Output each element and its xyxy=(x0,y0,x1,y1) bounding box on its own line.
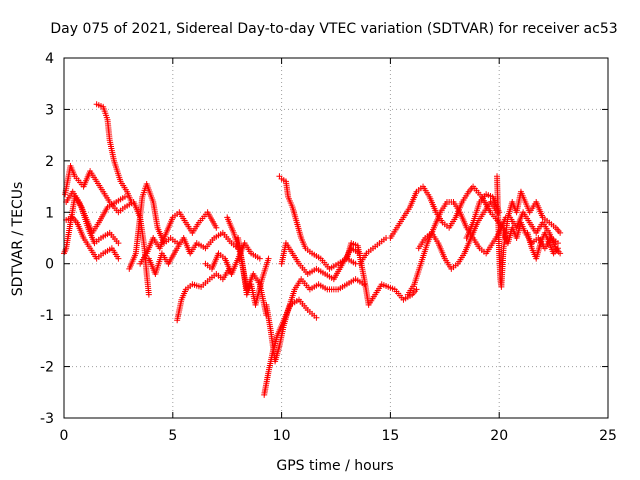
x-tick-label: 25 xyxy=(599,428,617,444)
series-track xyxy=(174,265,233,324)
y-tick-labels: -3 -2 -1 0 1 2 3 4 xyxy=(40,51,54,427)
x-axis-label: GPS time / hours xyxy=(276,458,393,474)
series-track xyxy=(415,199,501,272)
y-tick-label: -2 xyxy=(40,360,54,376)
data-series xyxy=(61,101,564,398)
series-track xyxy=(278,240,363,283)
y-tick-label: -1 xyxy=(40,308,54,324)
series-track xyxy=(61,193,122,257)
series-track xyxy=(126,181,181,272)
y-tick-label: -3 xyxy=(40,411,54,427)
series-track xyxy=(356,235,390,267)
data-point xyxy=(557,229,564,236)
series-track xyxy=(343,240,420,308)
data-point xyxy=(313,314,320,321)
data-point xyxy=(145,291,152,298)
series-track xyxy=(145,229,242,277)
x-tick-label: 15 xyxy=(381,428,399,444)
data-point xyxy=(557,250,564,257)
series-track xyxy=(494,173,564,290)
x-tick-label: 0 xyxy=(60,428,69,444)
data-point xyxy=(128,199,135,205)
data-point xyxy=(554,240,561,247)
data-point xyxy=(121,193,128,200)
data-point xyxy=(174,240,181,247)
y-tick-label: 2 xyxy=(45,154,54,170)
data-point xyxy=(256,255,263,262)
chart-title: Day 075 of 2021, Sidereal Day-to-day VTE… xyxy=(50,21,617,37)
data-point xyxy=(115,255,122,262)
data-point xyxy=(554,245,561,252)
data-point xyxy=(115,240,122,247)
series-track xyxy=(137,209,220,267)
series-track xyxy=(202,240,263,277)
series-track xyxy=(93,101,135,205)
plot-frame xyxy=(63,57,609,419)
y-tick-label: 4 xyxy=(45,51,54,67)
x-tick-label: 5 xyxy=(168,428,177,444)
data-point xyxy=(265,255,272,262)
x-tick-labels: 0 5 10 15 20 25 xyxy=(60,428,617,444)
x-tick-label: 10 xyxy=(273,428,291,444)
series-track xyxy=(263,276,368,365)
y-tick-label: 0 xyxy=(45,257,54,273)
series-track xyxy=(524,229,561,262)
data-point xyxy=(213,224,220,231)
y-tick-label: 1 xyxy=(45,205,54,221)
data-point xyxy=(413,286,420,293)
y-tick-label: 3 xyxy=(45,102,54,118)
x-tick-label: 20 xyxy=(490,428,508,444)
series-track xyxy=(507,209,564,257)
series-track xyxy=(63,214,122,262)
axis-ticks xyxy=(63,57,609,419)
y-axis-label: SDTVAR / TECUs xyxy=(10,182,26,297)
series-track xyxy=(235,235,272,308)
